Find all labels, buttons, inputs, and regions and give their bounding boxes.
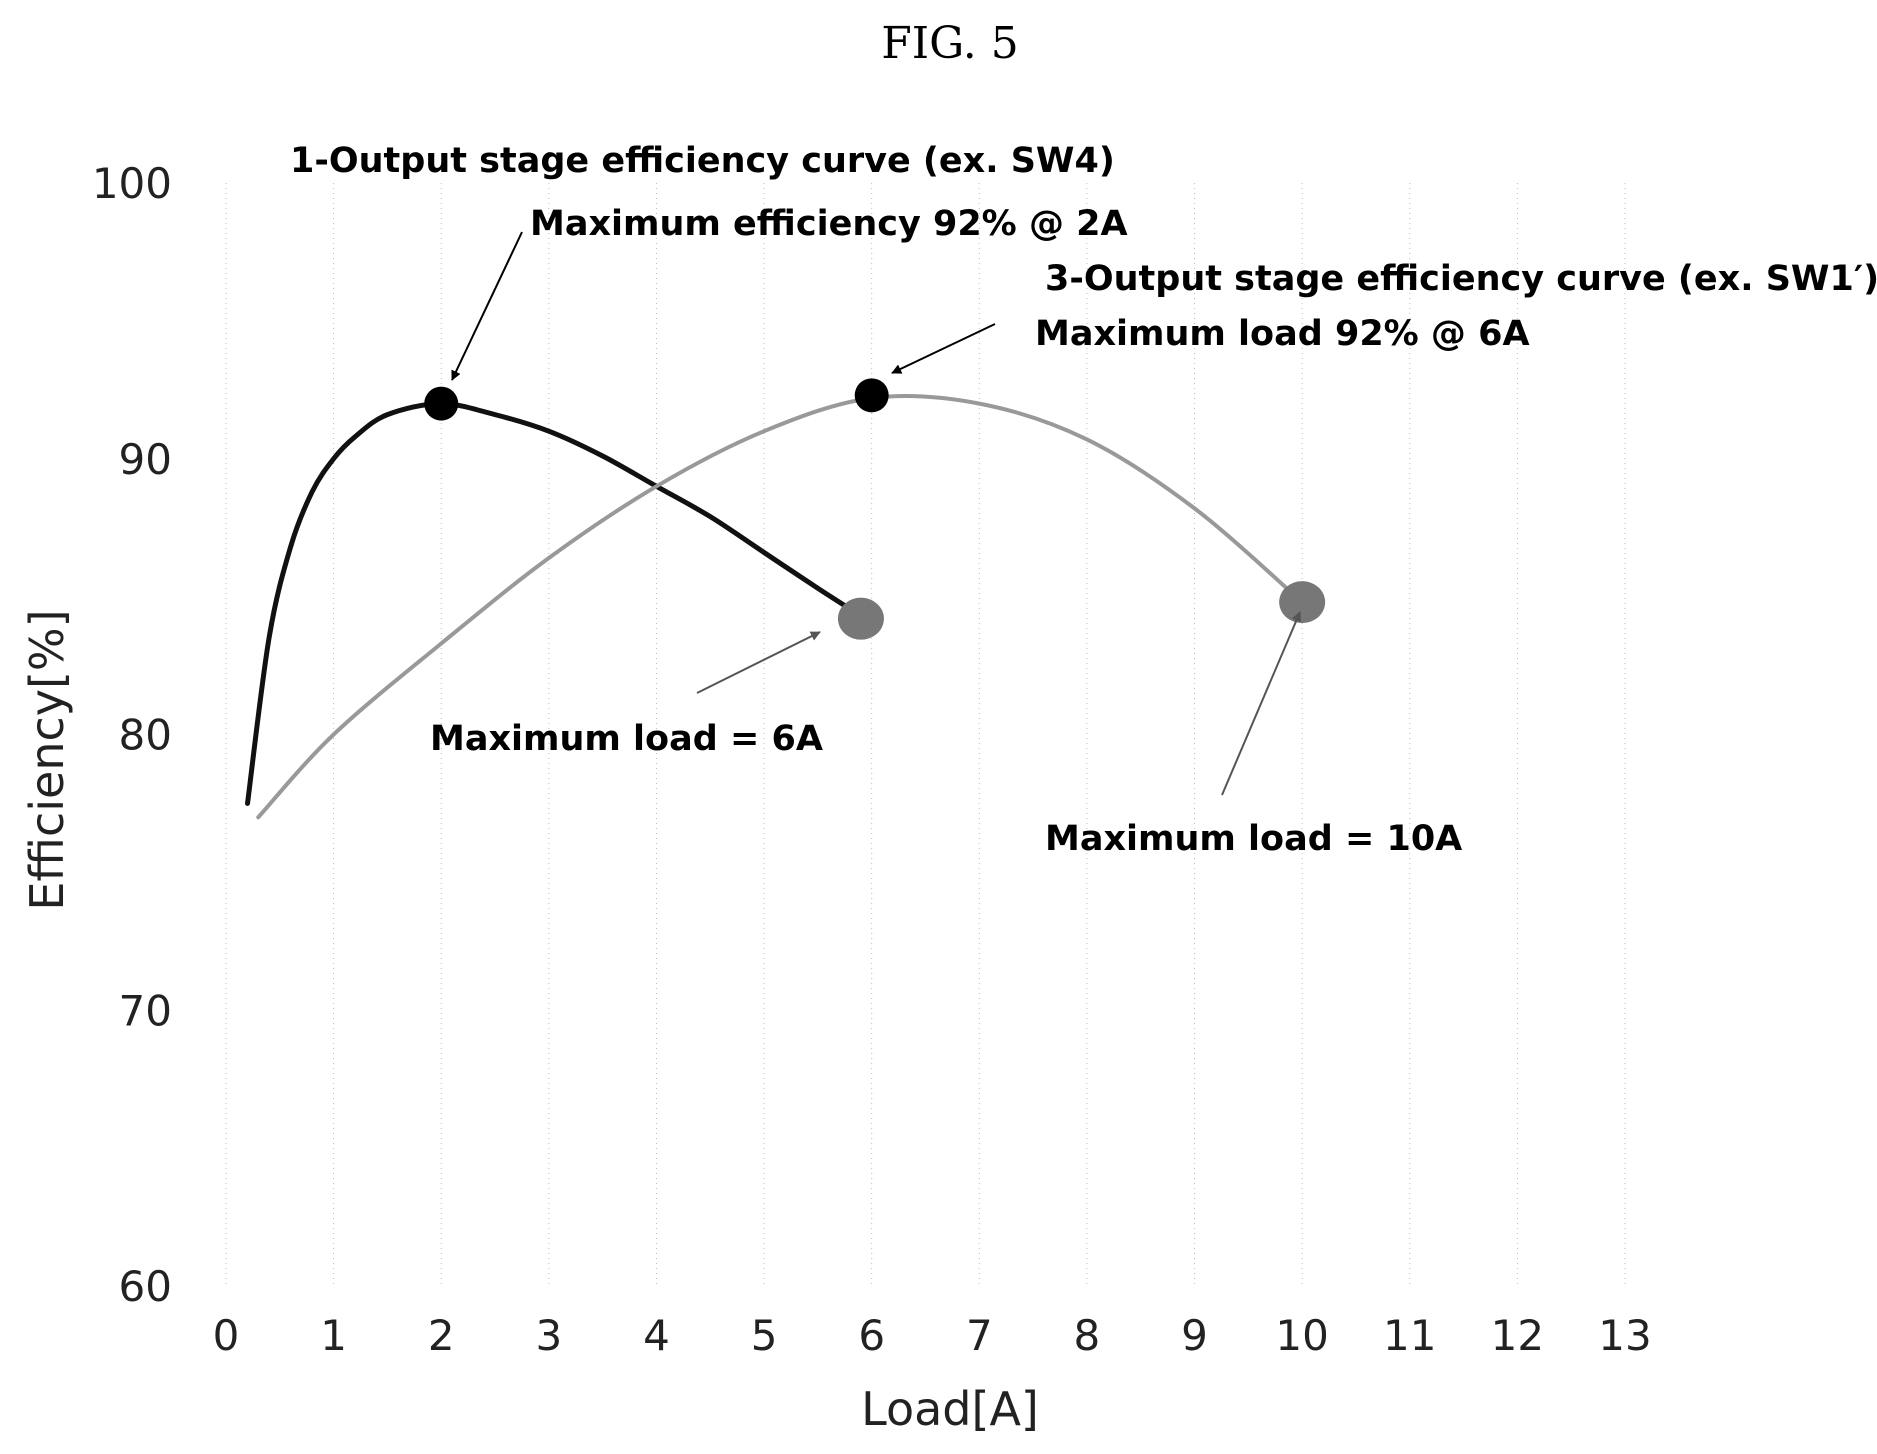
- curve3-max-arrow: [1221, 611, 1302, 796]
- y-tick-label: 70: [119, 986, 172, 1035]
- series-1-peak-marker: [424, 386, 459, 421]
- x-tick-label: 6: [858, 1311, 885, 1360]
- x-tick-label: 13: [1598, 1311, 1651, 1360]
- curve3-peak-label: Maximum load 92% @ 6A: [1035, 314, 1530, 354]
- curve1-label: 1-Output stage efficiency curve (ex. SW4…: [290, 141, 1115, 181]
- x-tick-label: 4: [643, 1311, 670, 1360]
- curve3-max-label: Maximum load = 10A: [1045, 819, 1462, 859]
- y-tick-label: 100: [92, 159, 172, 208]
- y-tick-label: 90: [119, 435, 172, 484]
- x-tick-label: 5: [751, 1311, 778, 1360]
- curve1-max-label: Maximum load = 6A: [430, 719, 823, 759]
- x-tick-label: 8: [1074, 1311, 1101, 1360]
- y-tick-label: 80: [119, 711, 172, 760]
- curve1-peak-arrow: [451, 231, 523, 381]
- y-tick-label: 60: [119, 1262, 172, 1311]
- x-tick-label: 9: [1181, 1311, 1208, 1360]
- series-2-peak-marker: [854, 378, 889, 413]
- series-line-2: [256, 393, 1305, 820]
- y-axis-label: Efficiency[%]: [20, 609, 74, 910]
- x-tick-label: 12: [1491, 1311, 1544, 1360]
- series-2-end-marker: [1279, 581, 1326, 624]
- curve3-peak-arrow: [891, 323, 996, 374]
- x-tick-label: 7: [966, 1311, 993, 1360]
- curve1-peak-label: Maximum efficiency 92% @ 2A: [530, 204, 1128, 244]
- x-tick-label: 0: [213, 1311, 240, 1360]
- curve3-label: 3-Output stage efficiency curve (ex. SW1…: [1045, 259, 1877, 299]
- figure-title: FIG. 5: [881, 18, 1018, 69]
- y-axis-ticks: 60 70 80 90 100: [92, 159, 172, 1311]
- series-1-end-marker: [837, 597, 884, 640]
- series-markers: [424, 378, 1326, 640]
- x-tick-label: 10: [1275, 1311, 1328, 1360]
- x-axis-label: Load[A]: [861, 1382, 1039, 1436]
- curve1-max-arrow: [696, 631, 821, 694]
- x-tick-label: 3: [535, 1311, 562, 1360]
- x-tick-label: 1: [320, 1311, 347, 1360]
- x-tick-label: 11: [1383, 1311, 1436, 1360]
- x-tick-label: 2: [428, 1311, 455, 1360]
- x-axis-ticks: 0 1 2 3 4 5 6 7 8 9 10 11 12 13: [213, 1311, 1652, 1360]
